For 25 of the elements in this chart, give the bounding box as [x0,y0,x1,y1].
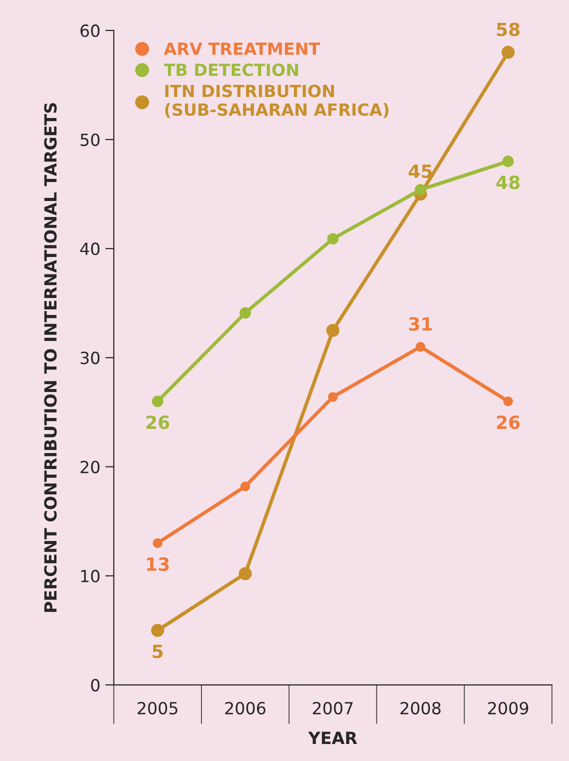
x-axis-title: YEAR [308,732,358,744]
x-tick-label: 2008 [400,702,441,714]
x-tick-label: 2006 [225,702,266,714]
data-label: 26 [496,416,520,430]
y-tick-label: 0 [91,678,100,692]
x-tick-label: 2007 [312,702,353,714]
data-label: 5 [152,644,163,658]
data-label: 26 [146,416,170,430]
x-tick-label: 2005 [138,702,178,714]
data-label: 48 [496,176,520,190]
y-tick-label: 50 [80,133,100,146]
y-tick-label: 60 [80,24,100,38]
y-tick-label: 40 [80,242,100,256]
y-tick-label: 10 [81,570,100,582]
x-tick-label: 2009 [488,702,528,714]
data-label: 31 [409,317,432,331]
legend-label: TB DETECTION [164,64,298,76]
y-axis-title: PERCENT CONTRIBUTION TO INTERNATIONAL TARGETS [44,103,57,612]
legend-label: ARV TREATMENT [164,42,320,55]
data-label: 13 [147,557,169,571]
y-tick-label: 20 [80,460,100,474]
data-label: 45 [408,164,432,178]
data-label: 58 [496,22,520,36]
y-tick-label: 30 [80,352,100,364]
legend-label: ITN DISTRIBUTION (SUB-SAHARAN AFRICA) [165,84,388,118]
